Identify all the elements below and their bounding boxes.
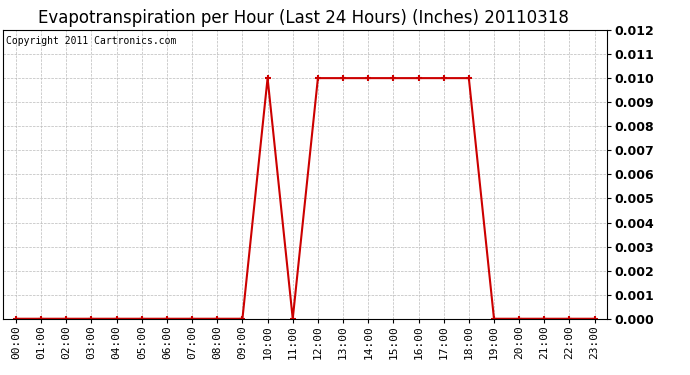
Text: Copyright 2011 Cartronics.com: Copyright 2011 Cartronics.com [6, 36, 177, 46]
Text: Evapotranspiration per Hour (Last 24 Hours) (Inches) 20110318: Evapotranspiration per Hour (Last 24 Hou… [38, 9, 569, 27]
